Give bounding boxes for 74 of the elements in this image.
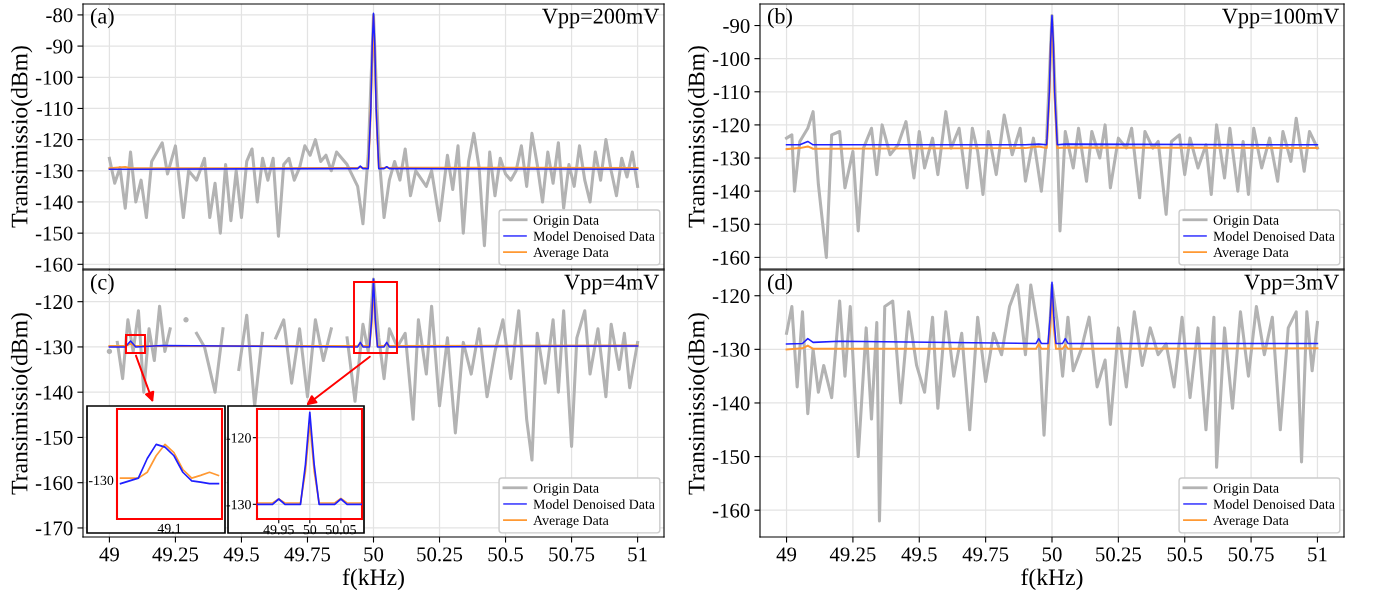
y-tick-label: -150 <box>712 449 750 465</box>
y-axis-title: Transimissio(dBm) <box>687 313 710 495</box>
x-tick-label: 50 <box>1042 547 1062 562</box>
x-tick-label: 50.75 <box>549 547 595 562</box>
annotation: Vpp=4mV <box>564 274 660 295</box>
legend-label: Model Denoised Data <box>1213 231 1335 241</box>
legend-label: Origin Data <box>1213 483 1279 496</box>
annotation: -130 <box>88 475 114 486</box>
y-tick-label: -100 <box>35 70 73 85</box>
y-tick-label: -120 <box>35 295 73 310</box>
y-tick-label: -140 <box>35 195 73 210</box>
legend-label: Average Data <box>533 247 609 260</box>
x-tick-label: 50 <box>364 547 384 562</box>
y-tick-label: -90 <box>46 39 73 54</box>
y-tick-label: -160 <box>35 476 73 491</box>
x-axis-title: f(kHz) <box>342 568 404 591</box>
x-tick-label: 49.25 <box>829 547 876 562</box>
annotation: Vpp=3mV <box>1244 274 1340 295</box>
y-axis-title: Transimissio(dBm) <box>10 313 33 495</box>
legend-label: Model Denoised Data <box>1213 499 1335 509</box>
legend-label: Origin Data <box>533 215 599 228</box>
legend-label: Model Denoised Data <box>533 231 655 241</box>
legend-label: Origin Data <box>533 483 599 496</box>
y-axis-title: Transimissio(dBm) <box>10 46 33 228</box>
y-tick-label: -100 <box>712 52 750 67</box>
x-tick-label: 49.5 <box>223 547 259 562</box>
x-tick-label: 49 <box>776 547 797 562</box>
y-tick-label: -170 <box>35 521 73 536</box>
y-tick-label: -130 <box>35 164 73 179</box>
legend-label: Model Denoised Data <box>533 499 655 509</box>
legend-label: Origin Data <box>1213 215 1279 228</box>
x-tick-label: 49.25 <box>152 547 199 562</box>
annotation: (d) <box>767 274 792 295</box>
x-tick-label: 50.5 <box>488 547 523 562</box>
annotation: (b) <box>767 7 792 29</box>
y-tick-label: -110 <box>36 101 73 116</box>
y-tick-label: -130 <box>35 340 73 355</box>
y-tick-label: -140 <box>712 396 750 411</box>
legend-label: Average Data <box>1213 247 1289 260</box>
y-tick-label: -150 <box>35 226 73 241</box>
annotation: 49.1 <box>157 523 181 534</box>
y-tick-label: -130 <box>712 151 750 166</box>
y-tick-label: -140 <box>712 184 750 199</box>
y-tick-label: -120 <box>712 118 750 133</box>
x-tick-label: 51 <box>1308 547 1327 562</box>
x-tick-label: 50.25 <box>417 547 463 562</box>
x-tick-label: 50.25 <box>1096 547 1141 562</box>
y-tick-label: -110 <box>713 85 750 100</box>
y-tick-label: -90 <box>723 18 750 33</box>
y-tick-label: -140 <box>35 385 73 400</box>
y-tick-label: -80 <box>46 8 73 23</box>
x-tick-label: 50.5 <box>1167 547 1203 562</box>
annotation: Vpp=100mV <box>1222 8 1340 29</box>
x-axis-title: f(kHz) <box>1021 568 1083 591</box>
y-axis-title: Transimissio(dBm) <box>687 46 710 228</box>
x-tick-label: 51 <box>628 547 647 562</box>
x-tick-label: 49.5 <box>901 547 937 562</box>
y-tick-label: -160 <box>712 503 750 518</box>
y-tick-label: -150 <box>35 430 73 445</box>
y-tick-label: -120 <box>712 289 750 304</box>
annotation: (c) <box>90 274 114 295</box>
x-tick-label: 49.75 <box>284 547 331 562</box>
x-tick-label: 50.75 <box>1228 547 1274 562</box>
y-tick-label: -160 <box>35 257 73 272</box>
annotation: (a) <box>90 7 114 29</box>
y-tick-label: -130 <box>712 342 750 357</box>
legend-label: Average Data <box>533 515 609 528</box>
x-tick-label: 49 <box>99 547 119 562</box>
y-tick-label: -160 <box>712 250 750 265</box>
y-tick-label: -150 <box>712 217 750 232</box>
x-tick-label: 49.75 <box>962 547 1009 562</box>
y-tick-label: -120 <box>35 132 73 148</box>
annotation: Vpp=200mV <box>542 8 660 29</box>
legend-label: Average Data <box>1213 515 1289 528</box>
